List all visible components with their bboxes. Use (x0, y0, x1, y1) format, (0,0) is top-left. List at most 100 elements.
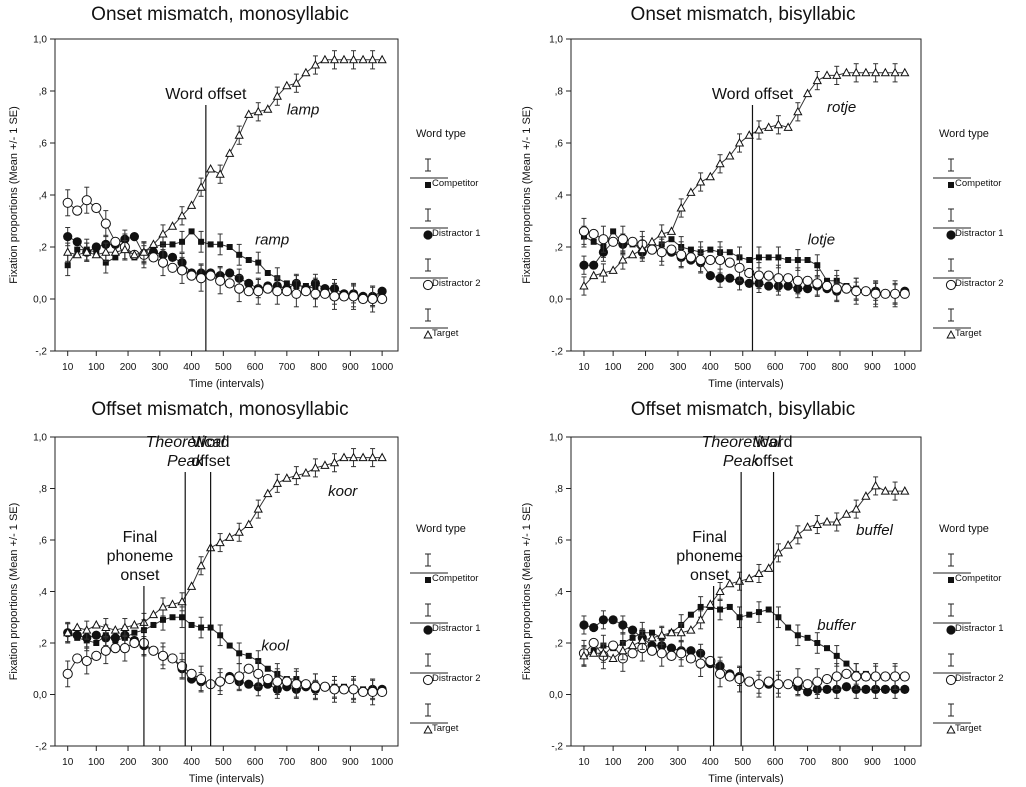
data-point-distractor-2 (880, 288, 891, 299)
legend-label: Distractor 1 (432, 228, 481, 239)
data-point-competitor (755, 609, 762, 616)
data-point-competitor (102, 259, 109, 266)
data-point-distractor-2 (860, 671, 872, 682)
data-point-distractor-2 (792, 275, 803, 286)
data-point-competitor (590, 238, 597, 245)
x-tick-label: 1000 (894, 362, 917, 373)
data-point-distractor-2 (714, 668, 726, 679)
data-point-target (139, 247, 149, 256)
data-point-target (666, 226, 677, 235)
data-point-target (158, 601, 168, 611)
legend-label: Competitor (432, 573, 479, 584)
legend-marker-distractor-1 (946, 230, 956, 240)
data-point-competitor (245, 652, 252, 659)
x-tick-label: 200 (120, 757, 137, 768)
data-point-target (900, 67, 910, 77)
data-point-distractor-2 (234, 283, 245, 294)
data-point-distractor-2 (148, 645, 159, 656)
data-point-distractor-2 (744, 676, 755, 687)
legend-marker-competitor (948, 577, 954, 583)
data-point-distractor-2 (724, 671, 735, 682)
data-point-target (272, 91, 282, 100)
data-point-distractor-2 (841, 283, 852, 294)
data-point-target (101, 622, 111, 632)
data-point-target (72, 622, 82, 632)
data-point-distractor-1 (802, 284, 813, 294)
data-point-distractor-2 (357, 293, 369, 305)
data-point-target (822, 516, 832, 526)
data-point-distractor-2 (880, 671, 891, 682)
legend-symbol (933, 653, 971, 686)
legend-label: Competitor (955, 573, 1002, 584)
x-tick-label: 900 (342, 757, 359, 768)
data-point-target (579, 650, 589, 660)
annotation-label: onset (120, 567, 160, 584)
data-point-competitor (217, 632, 224, 639)
data-point-target (310, 59, 321, 69)
data-point-target (608, 265, 618, 274)
annotation-label: Final (692, 529, 727, 546)
annotation-label: Final (123, 529, 158, 546)
annotation-label: Theoretical (702, 434, 782, 451)
data-point-distractor-2 (300, 679, 311, 690)
data-point-distractor-2 (831, 671, 842, 682)
data-point-target (158, 228, 168, 238)
legend-title: Word type (939, 128, 989, 140)
plot-area: -,2 0,0 ,2 ,4 ,6 ,8 1,0 10 100 200 300 400 500 600 700… (8, 433, 399, 785)
data-point-target (310, 462, 321, 472)
data-point-target (215, 537, 225, 547)
y-tick-label: -,2 (551, 347, 563, 358)
x-axis-label: Time (intervals) (189, 378, 264, 390)
data-point-distractor-1 (72, 237, 82, 247)
data-point-target (148, 239, 159, 248)
data-point-target (890, 486, 900, 495)
legend-marker-competitor (425, 577, 431, 583)
data-point-distractor-2 (176, 265, 188, 276)
legend-symbol (933, 208, 971, 240)
annotation-label: Word offset (165, 86, 247, 103)
data-point-distractor-2 (773, 273, 784, 284)
data-point-distractor-2 (802, 679, 813, 690)
legend-title: Word type (939, 523, 989, 535)
data-point-distractor-2 (215, 275, 226, 286)
data-point-target (263, 104, 273, 113)
data-point-distractor-2 (148, 252, 159, 263)
data-point-competitor (824, 277, 831, 284)
data-point-target (802, 88, 813, 98)
data-point-distractor-2 (348, 684, 359, 695)
data-point-target (291, 470, 302, 480)
y-tick-label: ,8 (555, 87, 564, 98)
series-line-target (67, 457, 383, 634)
series-distractor-2 (62, 629, 388, 706)
legend-symbol (410, 653, 448, 686)
data-point-distractor-2 (812, 278, 823, 289)
data-point-competitor (843, 660, 850, 667)
legend-marker-distractor-1 (423, 625, 433, 635)
annotation-label: offset (191, 453, 230, 470)
data-point-target (186, 581, 197, 590)
data-point-target (812, 75, 822, 85)
data-point-target (253, 504, 263, 513)
data-point-distractor-2 (272, 286, 283, 297)
annotation-word-offset: Word offset (191, 434, 230, 470)
data-point-target (793, 106, 803, 116)
data-point-target (783, 540, 793, 549)
legend-entry-distractor-1: Distractor 1 (931, 599, 1026, 643)
legend-marker-distractor-2 (945, 279, 957, 291)
data-point-distractor-2 (588, 228, 599, 240)
word-label: lotje (808, 231, 836, 248)
data-point-distractor-2 (899, 671, 910, 682)
data-point-competitor (746, 257, 753, 263)
legend-label: Target (432, 723, 459, 734)
data-point-distractor-2 (802, 275, 813, 286)
data-point-distractor-2 (695, 254, 706, 266)
data-point-distractor-2 (377, 686, 388, 698)
data-point-distractor-2 (224, 673, 235, 685)
data-point-target (695, 176, 706, 186)
annotation-label: phoneme (107, 548, 174, 565)
data-point-target (367, 452, 378, 462)
data-point-distractor-2 (167, 653, 178, 664)
x-tick-label: 10 (62, 757, 74, 768)
y-tick-label: 0,0 (33, 295, 47, 306)
legend-entry-target: Target (408, 304, 518, 348)
